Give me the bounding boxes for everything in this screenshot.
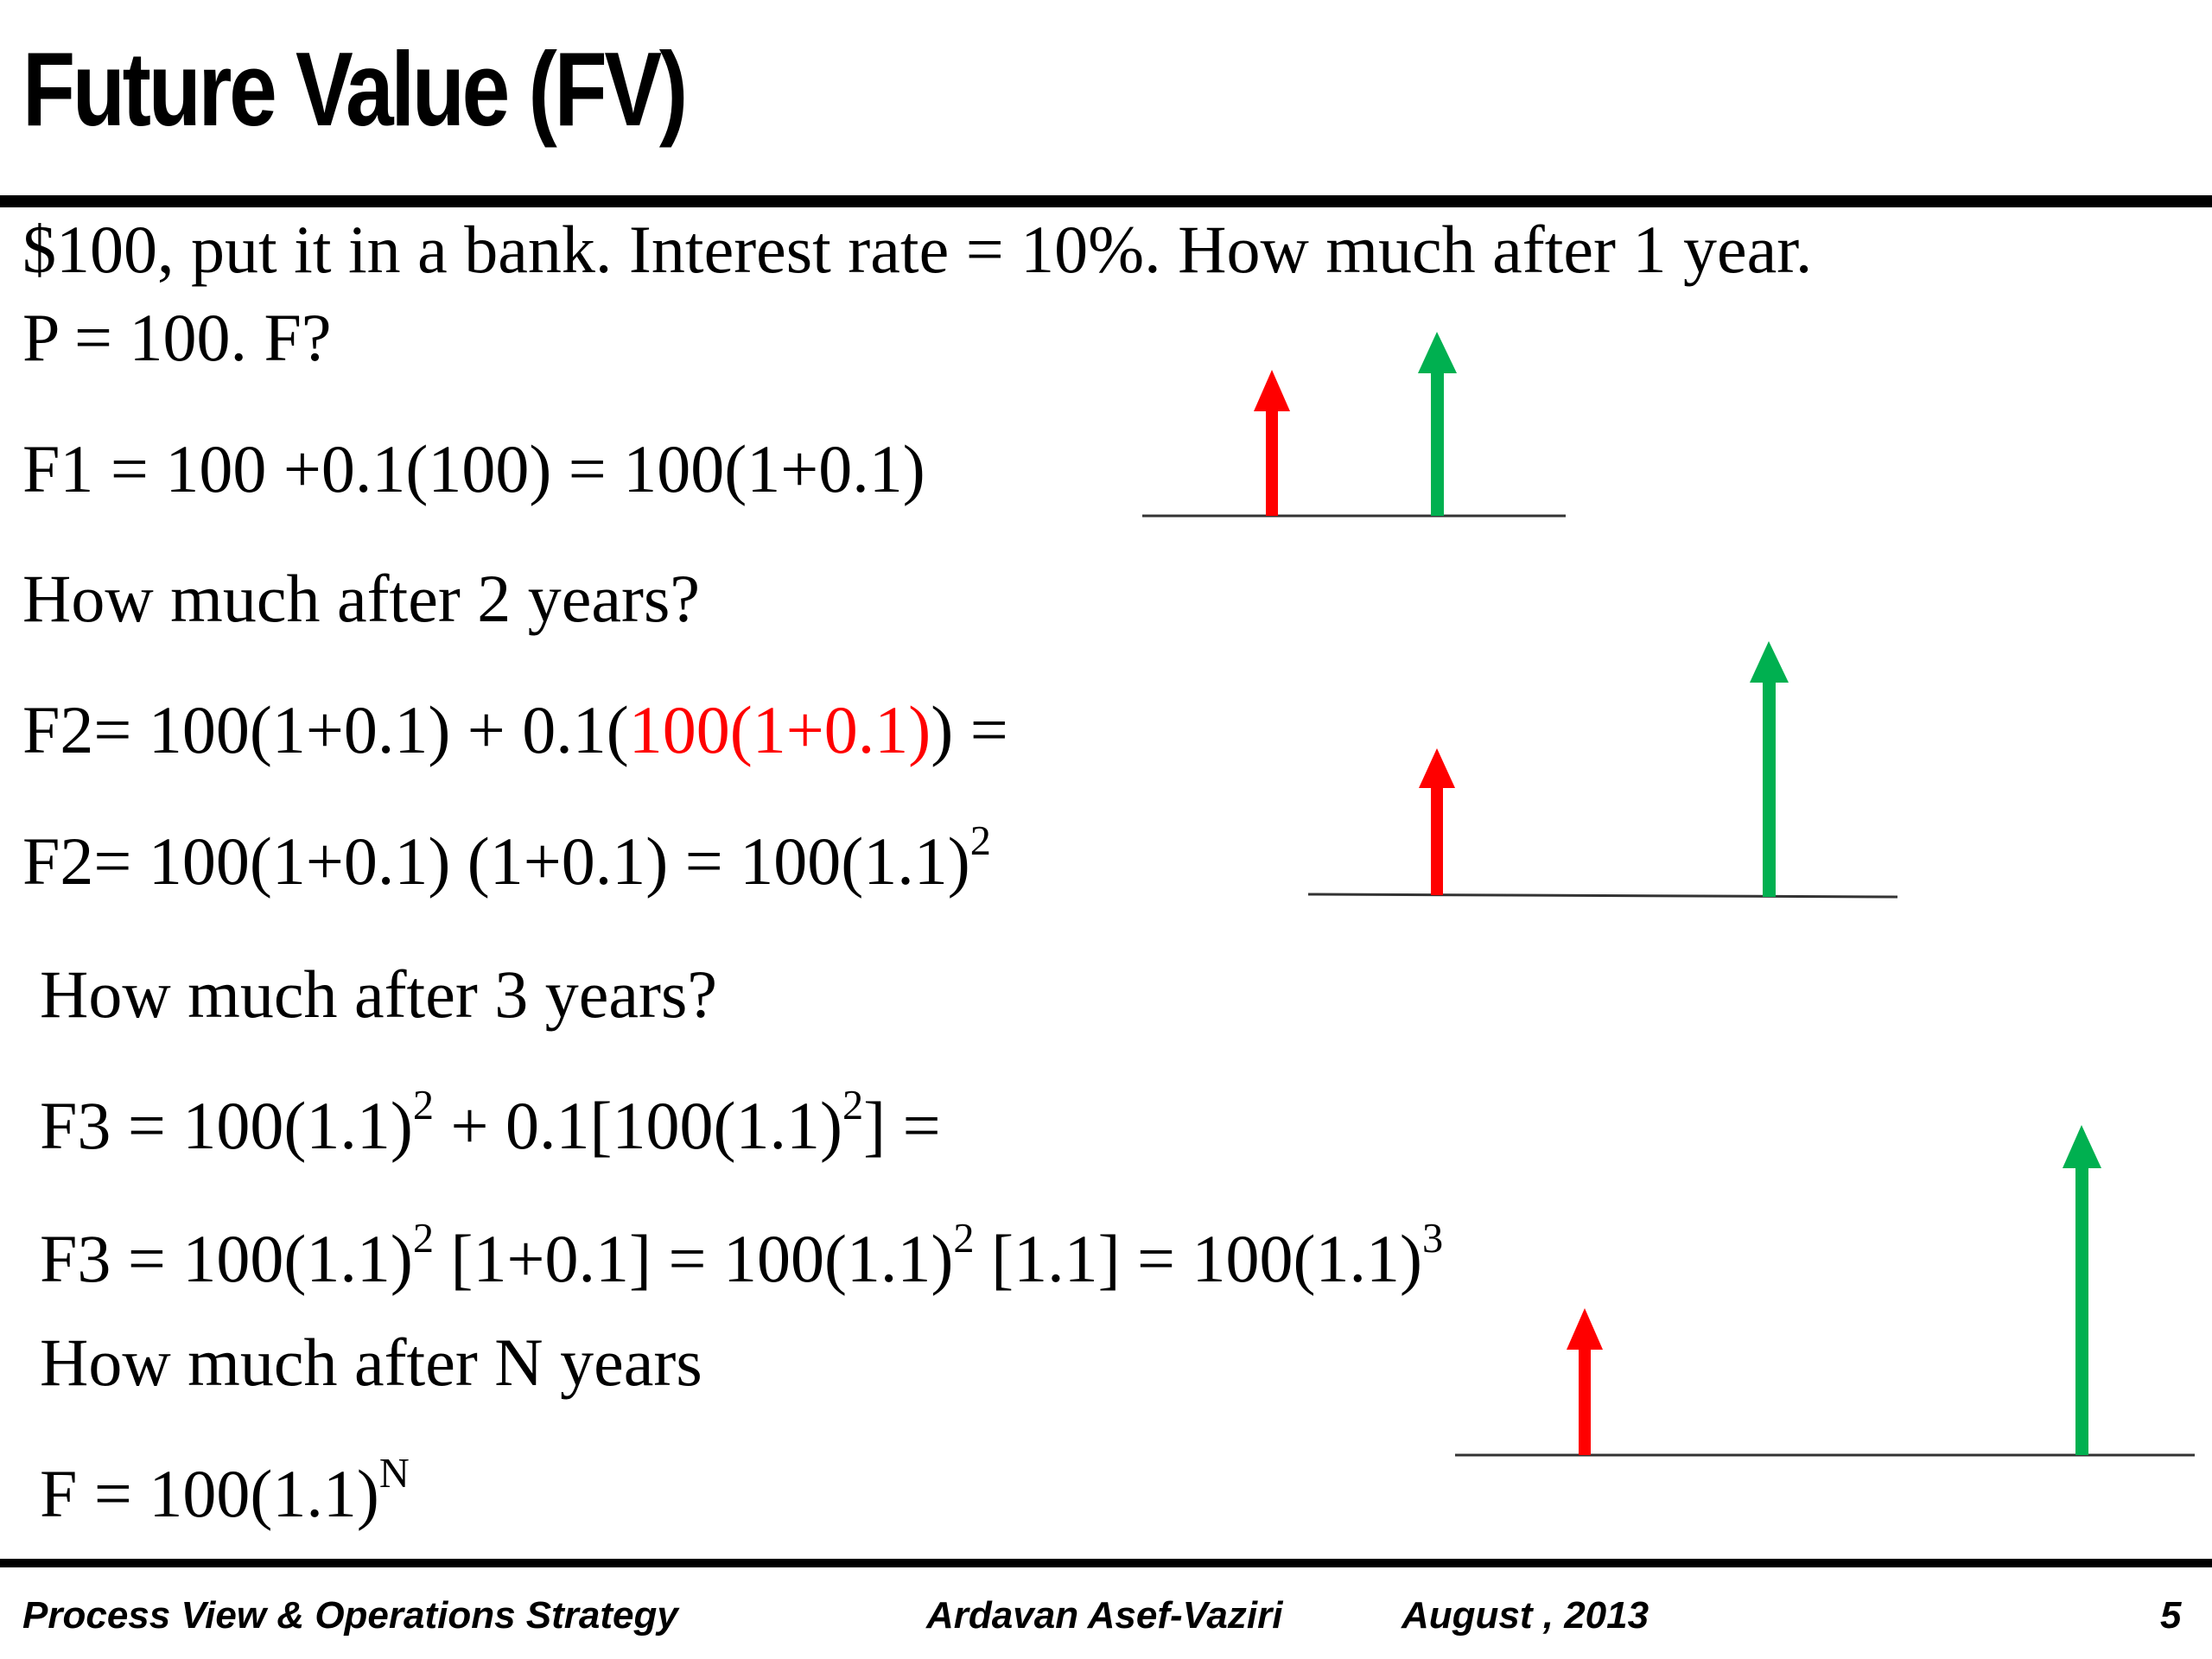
f3s-part-b: [1+0.1] = 100(1.1) xyxy=(434,1221,954,1296)
f3s-exp-1: 2 xyxy=(412,1216,435,1262)
cash-flow-3-years xyxy=(1455,1125,2195,1457)
f3-exp-1: 2 xyxy=(412,1083,435,1129)
f2s-base: F2= 100(1+0.1) (1+0.1) = 100(1.1) xyxy=(22,823,970,899)
present-arrow-shaft-2 xyxy=(1431,785,1443,895)
present-arrow-head-2 xyxy=(1419,748,1455,788)
f2-part-a: F2= 100(1+0.1) + 0.1( xyxy=(22,692,629,767)
f1-equation: F1 = 100 +0.1(100) = 100(1+0.1) xyxy=(22,431,925,506)
f3s-part-c: [1.1] = 100(1.1) xyxy=(974,1221,1422,1296)
question-n-years: How much after N years xyxy=(40,1325,702,1400)
f3s-part-a: F3 = 100(1.1) xyxy=(40,1221,413,1296)
future-arrow-head-3 xyxy=(2063,1125,2101,1168)
f2-highlight: 100(1+0.1) xyxy=(628,692,931,767)
given-values: P = 100. F? xyxy=(22,300,332,375)
f2-part-b: ) = xyxy=(931,692,1008,767)
future-arrow-head-2 xyxy=(1750,641,1789,683)
question-2-years: How much after 2 years? xyxy=(22,561,700,636)
f3-equation-expanded: F3 = 100(1.1)2 + 0.1[100(1.1)2] = xyxy=(40,1084,941,1160)
page-number: 5 xyxy=(2160,1594,2182,1637)
f2-equation-simplified: F2= 100(1+0.1) (1+0.1) = 100(1.1)2 xyxy=(22,820,991,895)
footer-course: Process View & Operations Strategy xyxy=(22,1594,678,1637)
future-arrow-shaft-1 xyxy=(1431,370,1444,516)
present-arrow-shaft-1 xyxy=(1266,408,1278,516)
f3-exp-2: 2 xyxy=(842,1083,864,1129)
f2-equation-expanded: F2= 100(1+0.1) + 0.1(100(1+0.1)) = xyxy=(22,696,1008,764)
cash-flow-2-years xyxy=(1307,641,1898,899)
f3s-exp-2: 2 xyxy=(953,1216,975,1262)
f3-equation-simplified: F3 = 100(1.1)2 [1+0.1] = 100(1.1)2 [1.1]… xyxy=(40,1217,1443,1293)
general-base: F = 100(1.1) xyxy=(40,1456,379,1531)
cash-flow-1-year xyxy=(1142,332,1566,518)
f3-part-b: + 0.1[100(1.1) xyxy=(434,1088,842,1163)
f2s-exponent: 2 xyxy=(969,818,991,865)
timeline-2 xyxy=(1307,893,1898,899)
footer-date: August , 2013 xyxy=(1402,1594,1649,1637)
footer-author: Ardavan Asef-Vaziri xyxy=(926,1594,1283,1637)
slide-title: Future Value (FV) xyxy=(22,30,688,148)
f3s-exp-3: 3 xyxy=(1421,1216,1444,1262)
future-arrow-head-1 xyxy=(1418,332,1457,373)
general-formula: F = 100(1.1)N xyxy=(40,1452,410,1528)
present-arrow-head-1 xyxy=(1254,370,1290,411)
question-3-years: How much after 3 years? xyxy=(40,957,717,1032)
general-exponent: N xyxy=(378,1451,410,1497)
f3-part-a: F3 = 100(1.1) xyxy=(40,1088,413,1163)
future-arrow-shaft-3 xyxy=(2075,1165,2088,1455)
footer-divider xyxy=(0,1559,2212,1567)
present-arrow-shaft-3 xyxy=(1579,1346,1591,1455)
problem-statement: $100, put it in a bank. Interest rate = … xyxy=(22,212,1813,287)
f3-part-c: ] = xyxy=(863,1088,941,1163)
future-arrow-shaft-2 xyxy=(1763,679,1776,897)
title-divider xyxy=(0,195,2212,207)
present-arrow-head-3 xyxy=(1567,1308,1603,1350)
